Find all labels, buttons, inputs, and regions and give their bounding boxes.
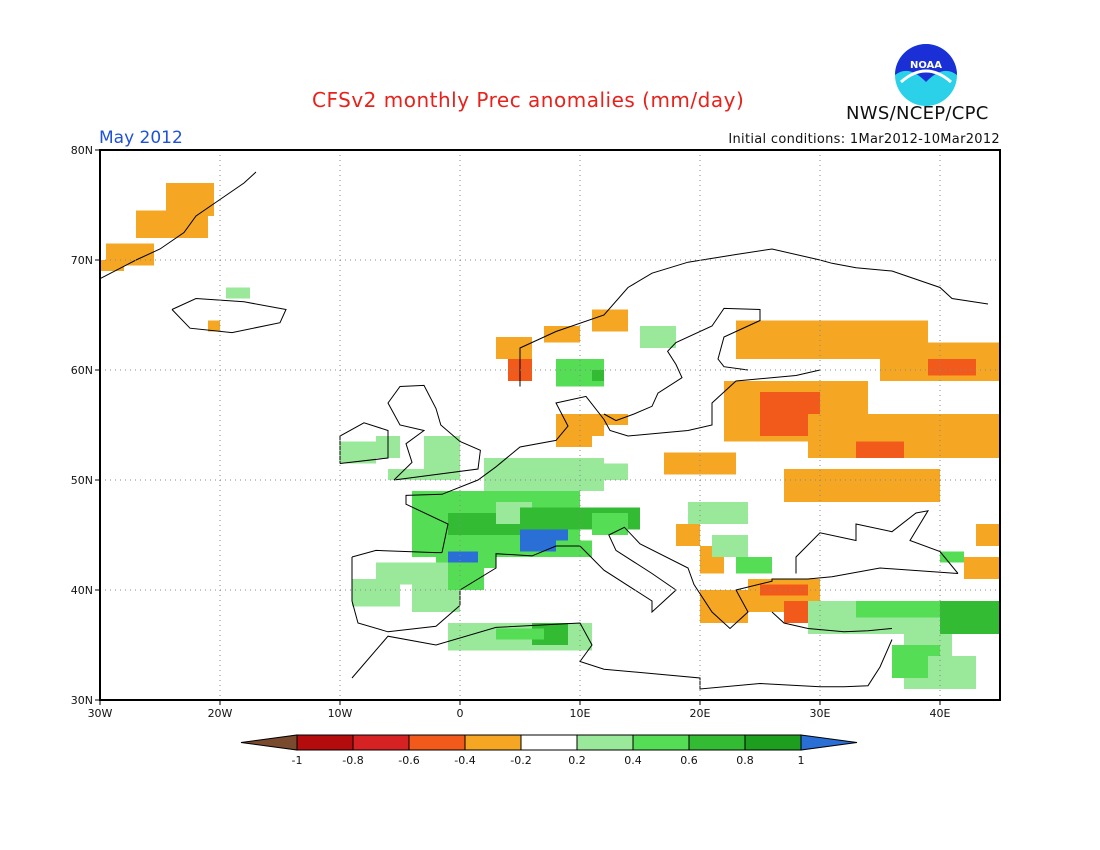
anomaly-cell (976, 524, 1000, 546)
colorbar-label: -1 (292, 754, 303, 767)
colorbar-arrow-left (240, 734, 298, 751)
colorbar-box (520, 734, 578, 751)
anomaly-cell (136, 210, 208, 238)
anomaly-cell (916, 474, 940, 486)
anomaly-cell (688, 502, 748, 524)
lon-tick-label: 0 (457, 707, 464, 720)
anomaly-cell (760, 584, 808, 596)
anomaly-cell (856, 441, 904, 458)
anomaly-cell (712, 535, 748, 557)
anomaly-cell (736, 557, 772, 574)
lon-tick-label: 10W (328, 707, 353, 720)
anomaly-cell (928, 656, 976, 689)
lon-tick-label: 10E (570, 707, 591, 720)
colorbar-label: -0.8 (342, 754, 363, 767)
coast-black-sea (795, 510, 959, 574)
colorbar-label: 1 (798, 754, 805, 767)
lon-tick-label: 20W (208, 707, 233, 720)
lat-tick-label: 70N (71, 254, 93, 267)
coast-france-north (405, 369, 821, 553)
anomaly-cell (640, 326, 676, 348)
colorbar-label: 0.6 (680, 754, 698, 767)
chart-title: CFSv2 monthly Prec anomalies (mm/day) (312, 88, 745, 112)
coast-britain (387, 384, 481, 481)
lat-tick-label: 60N (71, 364, 93, 377)
colorbar-box (632, 734, 690, 751)
anomaly-cell (544, 326, 580, 343)
anomaly-cell (592, 370, 604, 381)
lon-tick-label: 30W (88, 707, 113, 720)
anomaly-cell (604, 414, 628, 425)
anomaly-cell (964, 414, 1000, 436)
colorbar-box (744, 734, 802, 751)
noaa-logo-icon: NOAA (895, 44, 957, 106)
coast-turkey-south (771, 611, 893, 633)
anomaly-cell (580, 463, 628, 480)
initial-conditions: Initial conditions: 1Mar2012-10Mar2012 (728, 132, 1000, 147)
anomaly-cell (100, 260, 124, 271)
anomaly-cell (592, 513, 628, 535)
colorbar-box (296, 734, 354, 751)
anomaly-cell (592, 309, 628, 332)
lon-tick-label: 40E (930, 707, 951, 720)
agency-label: NWS/NCEP/CPC (846, 103, 989, 124)
noaa-logo-text: NOAA (910, 60, 942, 71)
lat-tick-label: 50N (71, 474, 93, 487)
anomaly-cell (340, 441, 376, 464)
lat-tick-label: 40N (71, 584, 93, 597)
anomaly-cell (496, 628, 544, 640)
lat-tick-label: 30N (71, 694, 93, 707)
forecast-month: May 2012 (99, 128, 183, 148)
colorbar-box (408, 734, 466, 751)
anomaly-cell (784, 601, 808, 623)
anomaly-cell (496, 337, 532, 359)
anomaly-cell (556, 436, 592, 447)
colorbar-arrow-right (800, 734, 858, 751)
anomaly-cell (388, 469, 436, 480)
anomaly-cell (226, 287, 250, 299)
lon-tick-label: 20E (690, 707, 711, 720)
coast-greenland (99, 171, 257, 280)
colorbar-label: -0.4 (454, 754, 475, 767)
anomaly-cell (664, 452, 736, 475)
colorbar-box (352, 734, 410, 751)
colorbar-label: -0.2 (510, 754, 531, 767)
anomaly-cell (448, 551, 478, 563)
anomaly-cell (928, 359, 976, 376)
lon-tick-label: 30E (810, 707, 831, 720)
colorbar-label: -0.6 (398, 754, 419, 767)
anomaly-cell (940, 551, 964, 563)
colorbar-box (576, 734, 634, 751)
anomaly-cell (940, 601, 1000, 634)
coast-norway (519, 248, 989, 387)
colorbar-box (464, 734, 522, 751)
coast-sweden (603, 307, 761, 422)
map-frame (99, 149, 1001, 701)
colorbar-label: 0.8 (736, 754, 754, 767)
anomaly-cell (676, 524, 700, 546)
anomaly-cell (208, 320, 220, 332)
colorbar-label: 0.4 (624, 754, 642, 767)
coast-iceland (171, 297, 287, 334)
lat-tick-label: 80N (71, 144, 93, 157)
anomaly-cell (784, 469, 940, 502)
anomaly-cell (448, 568, 484, 590)
anomaly-cell (352, 579, 400, 607)
coast-north-africa (351, 622, 893, 690)
colorbar-box (688, 734, 746, 751)
colorbar-label: 0.2 (568, 754, 586, 767)
coast-iberia-north (351, 549, 442, 558)
anomaly-cell (556, 540, 592, 557)
anomaly-cell (964, 557, 1000, 579)
